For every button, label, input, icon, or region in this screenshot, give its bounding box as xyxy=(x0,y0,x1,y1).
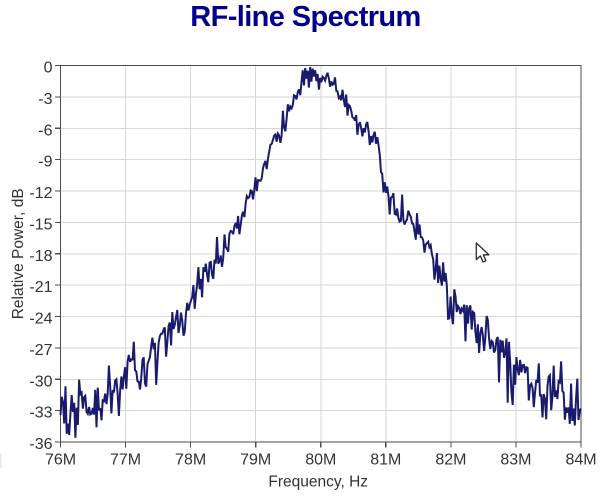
svg-text:Relative Power, dB: Relative Power, dB xyxy=(10,188,27,319)
svg-text:81M: 81M xyxy=(370,452,401,469)
svg-text:79M: 79M xyxy=(240,452,271,469)
svg-text:84M: 84M xyxy=(565,452,596,469)
svg-text:77M: 77M xyxy=(110,452,141,469)
svg-text:-21: -21 xyxy=(29,279,52,296)
svg-text:-3: -3 xyxy=(38,91,52,108)
svg-text:-15: -15 xyxy=(29,216,52,233)
svg-text:-6: -6 xyxy=(38,122,52,139)
svg-text:83M: 83M xyxy=(500,452,531,469)
svg-text:-27: -27 xyxy=(29,342,52,359)
svg-text:76M: 76M xyxy=(45,452,76,469)
svg-text:-33: -33 xyxy=(29,405,52,422)
svg-text:-9: -9 xyxy=(38,154,52,171)
svg-text:78M: 78M xyxy=(175,452,206,469)
svg-text:-12: -12 xyxy=(29,185,52,202)
svg-text:Frequency, Hz: Frequency, Hz xyxy=(268,474,368,491)
svg-text:-18: -18 xyxy=(29,248,52,265)
svg-text:-36: -36 xyxy=(29,436,52,453)
svg-text:80M: 80M xyxy=(305,452,336,469)
svg-text:0: 0 xyxy=(44,60,53,77)
svg-text:82M: 82M xyxy=(435,452,466,469)
svg-text:-30: -30 xyxy=(29,373,52,390)
svg-text:-24: -24 xyxy=(29,311,52,328)
